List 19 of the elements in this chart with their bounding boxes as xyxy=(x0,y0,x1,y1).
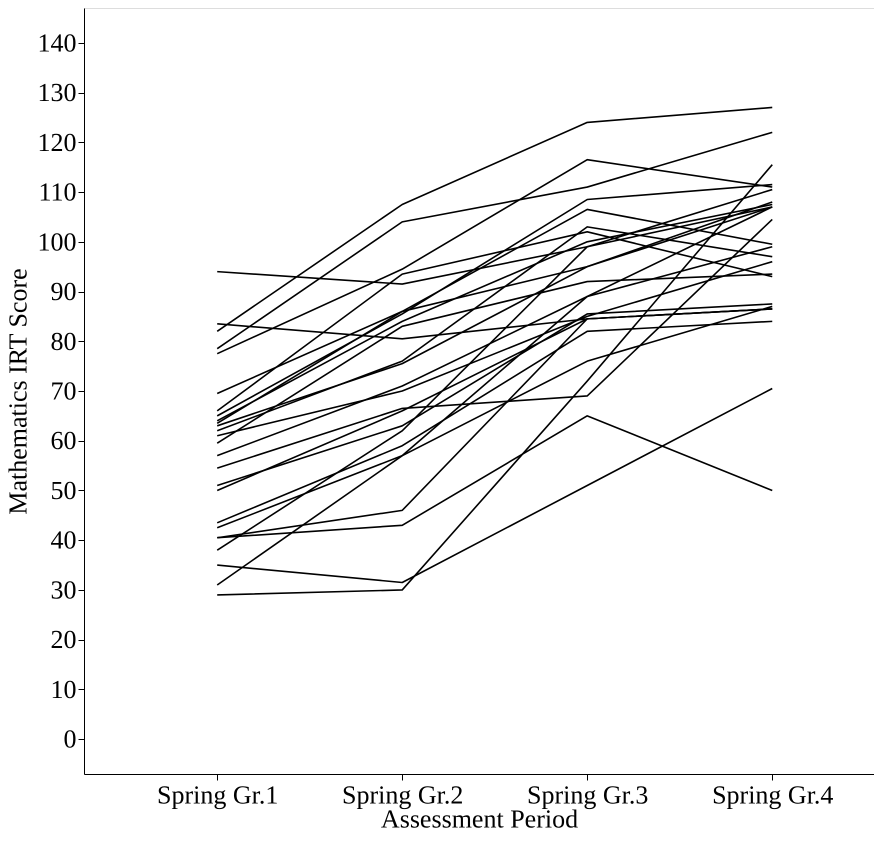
x-tick-label: Spring Gr.4 xyxy=(712,780,834,810)
y-tick-label: 90 xyxy=(50,277,76,306)
y-tick-label: 80 xyxy=(50,326,76,356)
x-tick-label: Spring Gr.3 xyxy=(527,780,648,810)
y-tick-label: 60 xyxy=(50,426,76,456)
x-tick-label: Spring Gr.1 xyxy=(157,780,278,810)
y-tick-label: 110 xyxy=(38,178,76,207)
y-tick-label: 10 xyxy=(50,674,76,704)
y-tick-label: 50 xyxy=(50,476,76,505)
y-tick-label: 140 xyxy=(38,28,76,58)
y-tick-label: 40 xyxy=(50,526,76,555)
y-tick-label: 70 xyxy=(50,376,76,406)
y-axis-title: Mathematics IRT Score xyxy=(4,268,32,515)
y-tick-label: 30 xyxy=(50,575,76,604)
y-tick-label: 120 xyxy=(38,128,76,157)
y-tick-label: 130 xyxy=(38,78,76,108)
y-tick-label: 100 xyxy=(38,227,76,256)
y-tick-label: 20 xyxy=(50,625,76,654)
y-tick-label: 0 xyxy=(64,724,76,754)
